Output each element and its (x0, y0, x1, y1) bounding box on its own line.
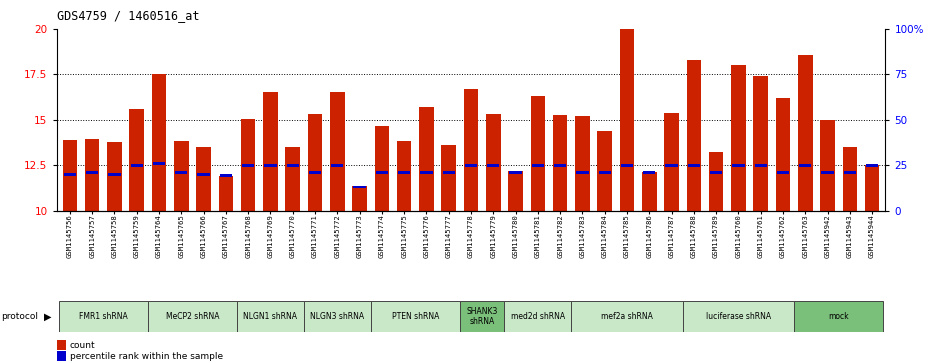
Text: FMR1 shRNA: FMR1 shRNA (79, 312, 128, 321)
Bar (237, 301, 304, 332)
Bar (510, 171, 522, 174)
Bar (487, 164, 499, 167)
Bar (330, 91, 345, 211)
Bar (242, 164, 254, 167)
Bar (263, 91, 278, 211)
Bar (308, 114, 322, 211)
Bar (241, 119, 255, 211)
Bar (353, 185, 365, 188)
Bar (443, 171, 455, 174)
Bar (821, 171, 834, 174)
Bar (397, 140, 412, 211)
Bar (198, 173, 210, 176)
Bar (131, 164, 143, 167)
Text: PTEN shRNA: PTEN shRNA (392, 312, 439, 321)
Bar (621, 164, 633, 167)
Bar (794, 301, 884, 332)
Bar (152, 74, 167, 211)
Bar (376, 171, 388, 174)
Bar (63, 140, 77, 211)
Bar (842, 147, 857, 211)
Text: GDS4759 / 1460516_at: GDS4759 / 1460516_at (57, 9, 199, 22)
Text: NLGN3 shRNA: NLGN3 shRNA (310, 312, 365, 321)
Bar (509, 171, 523, 211)
Bar (775, 98, 790, 211)
Bar (486, 114, 500, 211)
Bar (865, 165, 879, 211)
Bar (419, 107, 433, 211)
Text: MeCP2 shRNA: MeCP2 shRNA (166, 312, 219, 321)
Bar (531, 164, 544, 167)
Text: NLGN1 shRNA: NLGN1 shRNA (243, 312, 298, 321)
Bar (219, 174, 232, 176)
Text: protocol: protocol (1, 312, 38, 321)
Bar (577, 171, 589, 174)
Bar (530, 96, 545, 211)
Bar (375, 126, 389, 211)
Bar (460, 301, 504, 332)
Text: luciferase shRNA: luciferase shRNA (706, 312, 771, 321)
Bar (219, 176, 233, 211)
Bar (352, 186, 366, 211)
Bar (85, 139, 100, 211)
Text: ▶: ▶ (44, 311, 52, 322)
Bar (148, 301, 237, 332)
Bar (285, 147, 300, 211)
Bar (731, 65, 746, 211)
Bar (265, 164, 277, 167)
Bar (799, 164, 811, 167)
Bar (643, 171, 656, 174)
Bar (688, 164, 700, 167)
Bar (576, 116, 590, 211)
Bar (332, 164, 344, 167)
Bar (598, 171, 610, 174)
Bar (709, 152, 723, 211)
Bar (464, 164, 478, 167)
Bar (665, 164, 677, 167)
Bar (820, 120, 835, 211)
Bar (371, 301, 460, 332)
Bar (286, 164, 299, 167)
Bar (64, 173, 76, 176)
Bar (755, 164, 767, 167)
Bar (683, 301, 794, 332)
Text: SHANK3
shRNA: SHANK3 shRNA (466, 307, 497, 326)
Bar (798, 55, 813, 211)
Bar (642, 172, 657, 211)
Bar (687, 60, 701, 211)
Bar (442, 145, 456, 211)
Bar (620, 29, 634, 211)
Bar (86, 171, 98, 174)
Bar (108, 173, 121, 176)
Text: mock: mock (828, 312, 849, 321)
Text: med2d shRNA: med2d shRNA (511, 312, 565, 321)
Bar (504, 301, 571, 332)
Bar (554, 164, 566, 167)
Bar (777, 171, 789, 174)
Bar (463, 89, 479, 211)
Bar (153, 162, 165, 165)
Text: count: count (70, 341, 95, 350)
Bar (710, 171, 723, 174)
Bar (304, 301, 371, 332)
Bar (420, 171, 432, 174)
Bar (571, 301, 683, 332)
Bar (107, 142, 122, 211)
Bar (866, 164, 878, 167)
Bar (175, 171, 187, 174)
Bar (129, 109, 144, 211)
Bar (309, 171, 321, 174)
Bar (732, 164, 744, 167)
Bar (398, 171, 411, 174)
Bar (754, 76, 768, 211)
Bar (196, 147, 211, 211)
Bar (58, 301, 148, 332)
Bar (174, 140, 188, 211)
Bar (597, 131, 612, 211)
Bar (664, 113, 679, 211)
Bar (553, 115, 567, 211)
Bar (844, 171, 856, 174)
Text: mef2a shRNA: mef2a shRNA (601, 312, 653, 321)
Text: percentile rank within the sample: percentile rank within the sample (70, 352, 223, 360)
